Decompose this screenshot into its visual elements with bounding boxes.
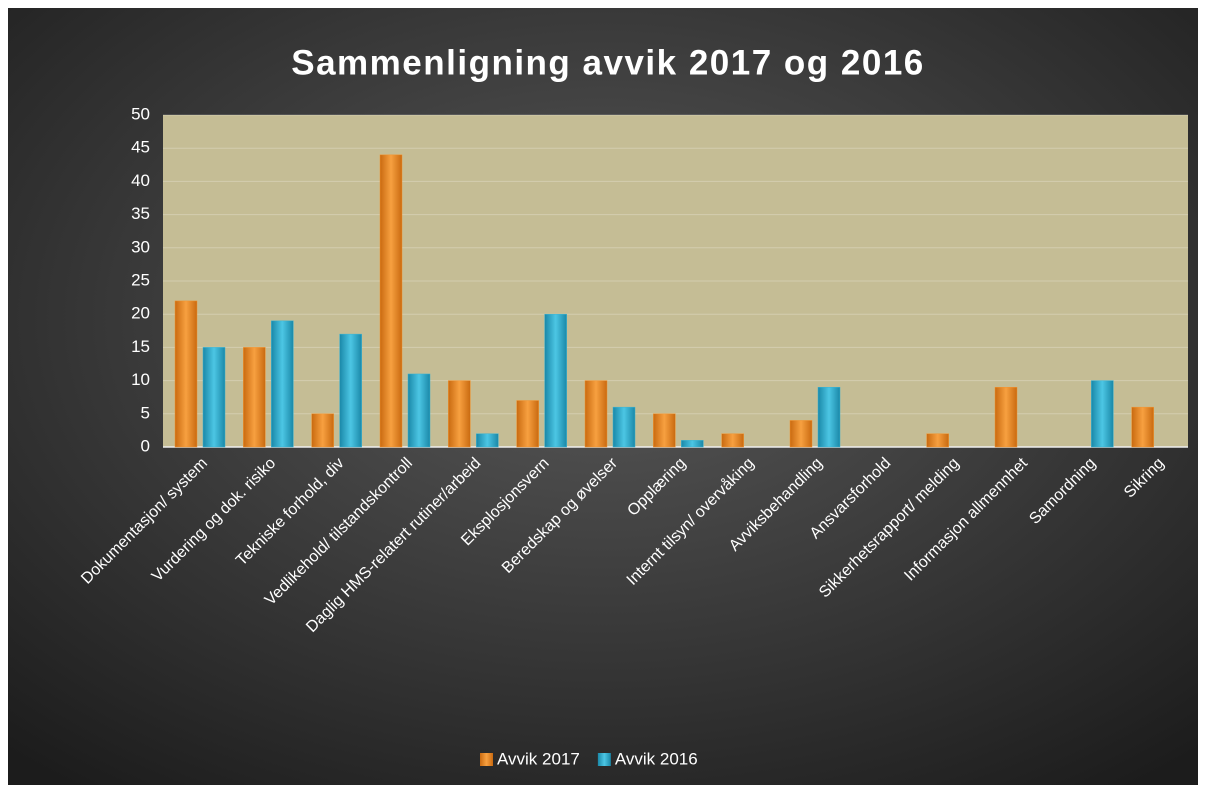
bar bbox=[1131, 406, 1154, 448]
bar bbox=[379, 154, 403, 448]
legend-label: Avvik 2016 bbox=[615, 749, 698, 768]
legend-label: Avvik 2017 bbox=[497, 749, 580, 768]
chart-title: Sammenligning avvik 2017 og 2016 bbox=[291, 43, 925, 82]
y-tick-label: 50 bbox=[131, 104, 150, 123]
y-tick-label: 25 bbox=[131, 270, 150, 289]
bar bbox=[174, 300, 198, 448]
bar bbox=[721, 433, 744, 448]
bar bbox=[271, 320, 294, 448]
bar bbox=[1091, 380, 1114, 448]
y-tick-label: 45 bbox=[131, 138, 150, 157]
bar bbox=[476, 433, 499, 448]
bar bbox=[653, 413, 676, 448]
bar bbox=[311, 413, 334, 448]
bar bbox=[681, 440, 704, 448]
bar bbox=[339, 333, 362, 448]
bar bbox=[448, 380, 471, 448]
y-tick-label: 0 bbox=[141, 436, 150, 455]
bar bbox=[612, 406, 636, 448]
legend-swatch bbox=[480, 753, 493, 766]
y-tick-label: 35 bbox=[131, 204, 150, 223]
bar bbox=[407, 373, 431, 448]
bar bbox=[584, 380, 608, 448]
y-tick-label: 40 bbox=[131, 171, 150, 190]
bar bbox=[789, 420, 813, 448]
bar bbox=[926, 433, 949, 448]
y-tick-label: 20 bbox=[131, 304, 150, 323]
y-tick-label: 30 bbox=[131, 237, 150, 256]
bar bbox=[243, 347, 266, 448]
legend-swatch bbox=[597, 753, 611, 766]
bar bbox=[544, 313, 567, 448]
y-tick-label: 10 bbox=[131, 370, 150, 389]
bar bbox=[817, 386, 841, 448]
bar bbox=[516, 400, 539, 448]
y-tick-label: 5 bbox=[141, 403, 150, 422]
bar bbox=[994, 386, 1018, 448]
y-tick-label: 15 bbox=[131, 337, 150, 356]
bar bbox=[202, 347, 226, 448]
